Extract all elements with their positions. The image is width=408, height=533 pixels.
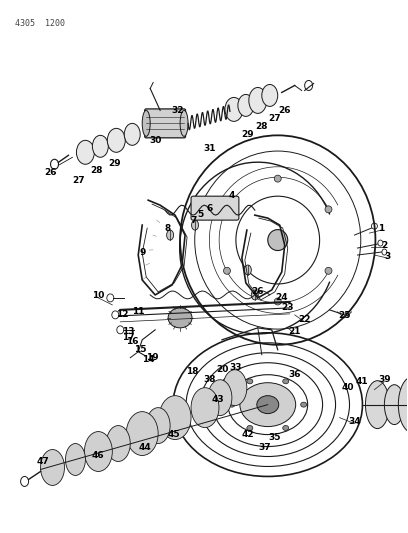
Ellipse shape <box>126 411 158 456</box>
Text: 16: 16 <box>126 337 138 346</box>
Text: 29: 29 <box>108 159 121 168</box>
Ellipse shape <box>84 432 112 472</box>
Ellipse shape <box>247 379 253 384</box>
Ellipse shape <box>238 94 254 116</box>
Text: 37: 37 <box>259 443 271 452</box>
Ellipse shape <box>76 140 94 164</box>
Ellipse shape <box>166 230 173 240</box>
Text: 35: 35 <box>268 433 281 442</box>
Text: 8: 8 <box>165 224 171 232</box>
Ellipse shape <box>65 443 85 475</box>
Ellipse shape <box>106 425 130 462</box>
Text: 11: 11 <box>132 308 144 317</box>
Text: 22: 22 <box>298 316 311 325</box>
Text: 44: 44 <box>139 443 152 452</box>
Text: 5: 5 <box>197 209 203 219</box>
Text: 27: 27 <box>268 114 281 123</box>
Text: 45: 45 <box>168 430 180 439</box>
Ellipse shape <box>229 402 235 407</box>
Ellipse shape <box>268 230 288 251</box>
Text: 26: 26 <box>252 287 264 296</box>
Text: 12: 12 <box>116 310 129 319</box>
Ellipse shape <box>124 123 140 146</box>
Text: 28: 28 <box>255 122 268 131</box>
Ellipse shape <box>40 449 64 486</box>
Text: 17: 17 <box>122 333 135 342</box>
Text: 27: 27 <box>72 176 85 185</box>
Text: 42: 42 <box>242 430 254 439</box>
Ellipse shape <box>180 110 188 136</box>
Ellipse shape <box>159 395 191 440</box>
Text: 6: 6 <box>207 204 213 213</box>
Text: 32: 32 <box>172 106 184 115</box>
Text: 28: 28 <box>90 166 103 175</box>
Text: 19: 19 <box>146 353 158 362</box>
Text: 23: 23 <box>282 303 294 312</box>
Ellipse shape <box>283 425 289 431</box>
Text: 26: 26 <box>44 168 57 177</box>
Text: 36: 36 <box>288 370 301 379</box>
Text: 31: 31 <box>204 144 216 153</box>
Ellipse shape <box>191 387 219 427</box>
Text: 38: 38 <box>204 375 216 384</box>
Text: 1: 1 <box>378 224 384 232</box>
Text: 34: 34 <box>348 417 361 426</box>
Text: 18: 18 <box>186 367 198 376</box>
Text: 9: 9 <box>139 247 145 256</box>
Text: 43: 43 <box>212 395 224 404</box>
Text: 24: 24 <box>275 294 288 302</box>
Ellipse shape <box>168 308 192 328</box>
Ellipse shape <box>107 128 125 152</box>
Ellipse shape <box>283 379 289 384</box>
Text: 46: 46 <box>92 451 105 460</box>
FancyBboxPatch shape <box>145 109 186 138</box>
Ellipse shape <box>223 370 247 406</box>
Text: 21: 21 <box>288 327 301 336</box>
Text: 29: 29 <box>242 130 254 139</box>
Text: 26: 26 <box>279 106 291 115</box>
Ellipse shape <box>92 135 109 157</box>
Ellipse shape <box>366 381 389 429</box>
Ellipse shape <box>240 383 296 426</box>
Ellipse shape <box>251 290 258 300</box>
Text: 14: 14 <box>142 356 155 364</box>
Text: 4305  1200: 4305 1200 <box>15 19 64 28</box>
Text: 2: 2 <box>381 240 388 249</box>
Text: 7: 7 <box>191 216 197 224</box>
Text: 10: 10 <box>92 292 104 301</box>
Ellipse shape <box>384 385 404 425</box>
Text: 30: 30 <box>149 136 161 145</box>
FancyBboxPatch shape <box>191 196 239 220</box>
Text: 41: 41 <box>355 377 368 386</box>
Ellipse shape <box>225 98 243 122</box>
Text: 15: 15 <box>134 345 146 354</box>
Text: 33: 33 <box>230 363 242 372</box>
Text: 13: 13 <box>122 327 135 336</box>
Ellipse shape <box>249 87 267 114</box>
Text: 3: 3 <box>384 252 390 261</box>
Ellipse shape <box>191 220 199 230</box>
Ellipse shape <box>208 379 232 416</box>
Text: 39: 39 <box>378 375 391 384</box>
Ellipse shape <box>146 408 170 443</box>
Ellipse shape <box>325 206 332 213</box>
Text: 47: 47 <box>36 457 49 466</box>
Text: 40: 40 <box>341 383 354 392</box>
Ellipse shape <box>398 377 408 433</box>
Ellipse shape <box>224 206 231 213</box>
Ellipse shape <box>142 110 150 136</box>
Ellipse shape <box>325 267 332 274</box>
Ellipse shape <box>262 84 278 107</box>
Ellipse shape <box>247 425 253 431</box>
Ellipse shape <box>301 402 307 407</box>
Ellipse shape <box>224 267 231 274</box>
Ellipse shape <box>244 265 251 275</box>
Text: 25: 25 <box>338 311 351 320</box>
Ellipse shape <box>274 298 281 305</box>
Ellipse shape <box>274 175 281 182</box>
Text: 20: 20 <box>216 365 228 374</box>
Ellipse shape <box>257 395 279 414</box>
Text: 4: 4 <box>229 191 235 200</box>
